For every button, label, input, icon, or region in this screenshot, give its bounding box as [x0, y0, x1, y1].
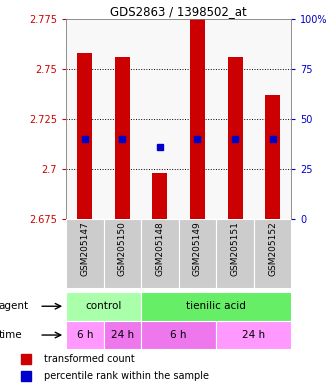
Text: 24 h: 24 h [111, 330, 134, 340]
Bar [153, 173, 167, 219]
Title: GDS2863 / 1398502_at: GDS2863 / 1398502_at [110, 5, 247, 18]
Text: transformed count: transformed count [44, 354, 135, 364]
Bar [104, 219, 141, 288]
Text: GSM205147: GSM205147 [80, 221, 89, 276]
Text: GSM205152: GSM205152 [268, 221, 277, 276]
Bar [265, 95, 280, 219]
Bar [216, 219, 254, 288]
Bar [216, 321, 291, 349]
Text: GSM205148: GSM205148 [156, 221, 165, 276]
Text: 24 h: 24 h [242, 330, 265, 340]
Text: tienilic acid: tienilic acid [186, 301, 246, 311]
Text: GSM205150: GSM205150 [118, 221, 127, 276]
Bar [141, 219, 179, 288]
Bar [66, 292, 141, 321]
Bar [179, 219, 216, 288]
Text: agent: agent [0, 301, 29, 311]
Bar [190, 13, 205, 219]
Text: 6 h: 6 h [170, 330, 187, 340]
Text: GSM205151: GSM205151 [230, 221, 240, 276]
Bar [115, 57, 130, 219]
Text: time: time [0, 330, 22, 340]
Bar [66, 219, 104, 288]
Text: GSM205149: GSM205149 [193, 221, 202, 276]
Bar [227, 57, 243, 219]
Bar [141, 292, 291, 321]
Bar [141, 321, 216, 349]
Bar [254, 219, 291, 288]
Bar [77, 53, 92, 219]
Text: percentile rank within the sample: percentile rank within the sample [44, 371, 209, 381]
Text: 6 h: 6 h [77, 330, 93, 340]
Bar [104, 321, 141, 349]
Bar [66, 321, 104, 349]
Text: control: control [85, 301, 122, 311]
